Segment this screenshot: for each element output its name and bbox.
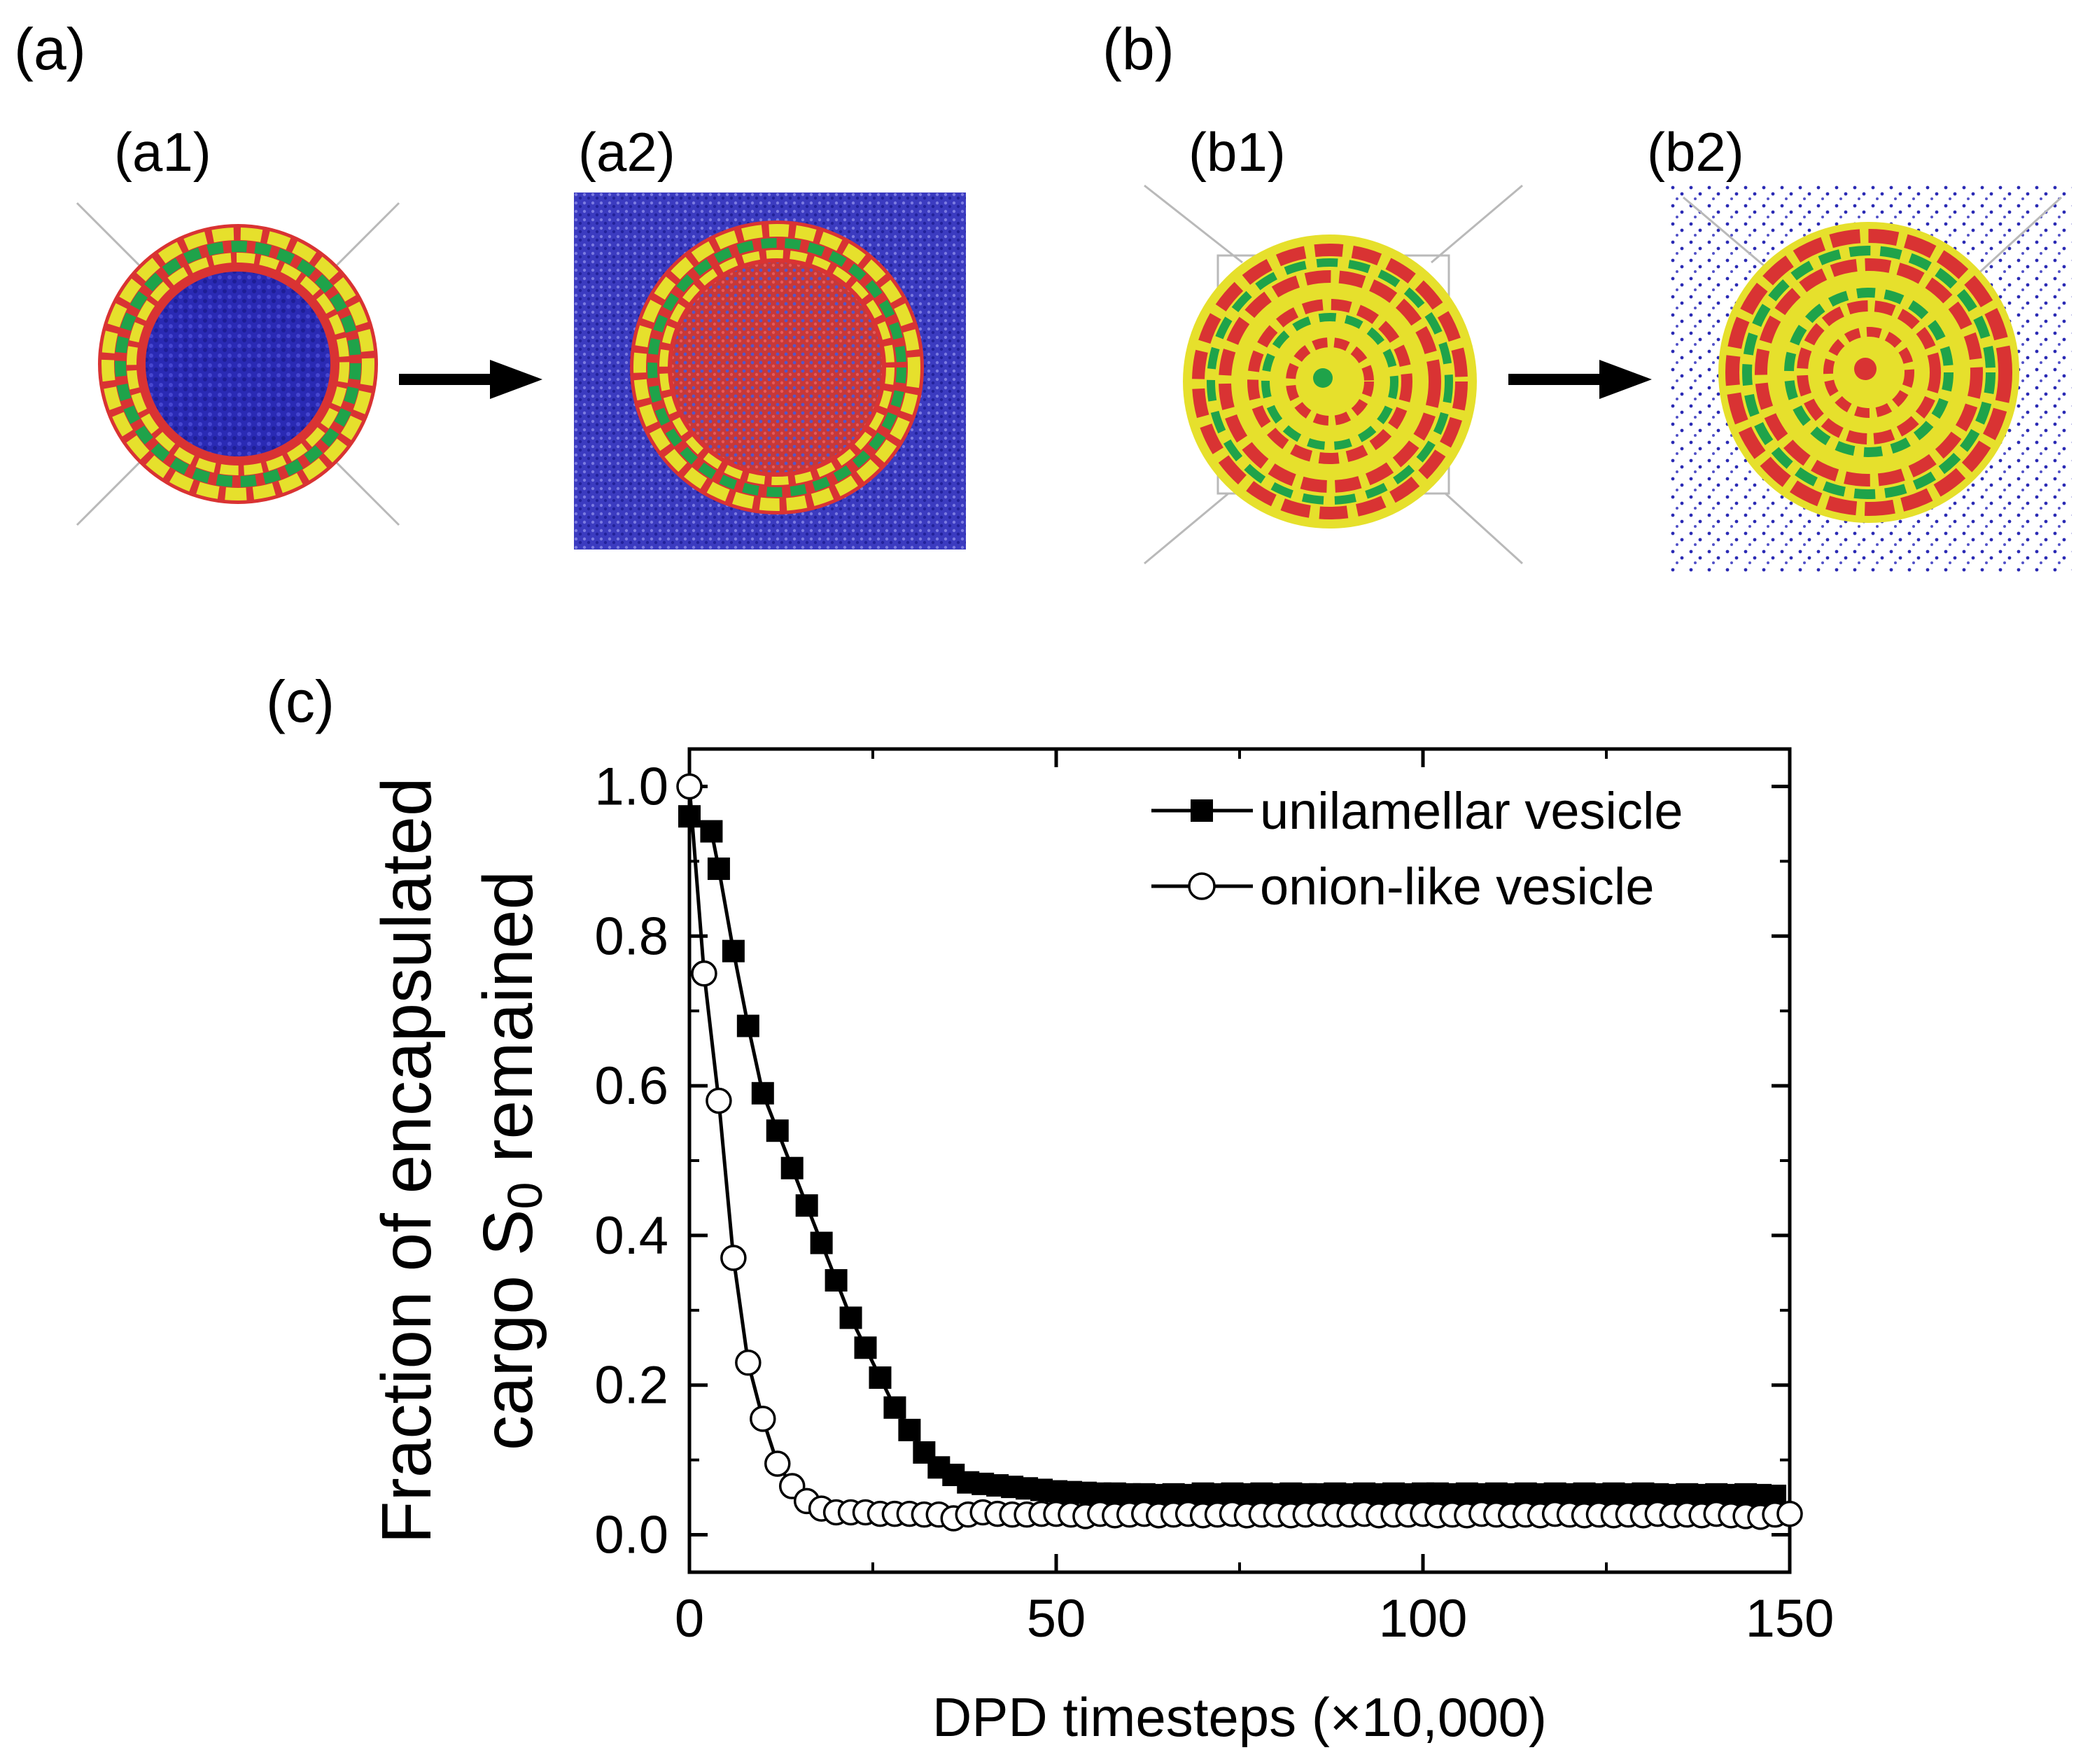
y-tick-label: 0.6 <box>594 1056 668 1116</box>
panel-label-b: (b) <box>1102 16 1174 82</box>
panel-label-c: (c) <box>266 668 335 734</box>
arrow-a <box>399 360 542 399</box>
data-point-unilamellar <box>751 1082 774 1105</box>
data-point-unilamellar <box>854 1336 877 1359</box>
vesicle-a2-image <box>574 192 966 550</box>
legend-label-onion: onion-like vesicle <box>1260 858 1655 916</box>
panel-label-a2: (a2) <box>578 121 675 183</box>
data-point-unilamellar <box>898 1418 921 1441</box>
y-axis-label-line1: Fraction of encapsulated <box>367 777 446 1544</box>
data-point-unilamellar <box>810 1231 833 1254</box>
y-tick-label: 1.0 <box>594 757 668 816</box>
legend-label-unilamellar: unilamellar vesicle <box>1260 782 1683 840</box>
vesicle-a1-image <box>76 202 400 526</box>
x-tick-label: 0 <box>675 1589 704 1648</box>
arrow-b <box>1508 360 1652 399</box>
panel-label-a: (a) <box>14 16 86 82</box>
data-point-onion <box>691 960 717 987</box>
data-point-onion <box>706 1087 732 1114</box>
y-tick-label: 0.2 <box>594 1356 668 1415</box>
legend-marker-onion <box>1188 872 1216 900</box>
x-tick-label: 100 <box>1379 1589 1468 1648</box>
x-tick-label: 50 <box>1027 1589 1086 1648</box>
panel-label-b2: (b2) <box>1647 121 1744 183</box>
panel-label-a1: (a1) <box>114 121 211 183</box>
data-point-unilamellar <box>707 858 730 881</box>
y-tick-label: 0.4 <box>594 1206 668 1266</box>
x-tick-label: 150 <box>1746 1589 1835 1648</box>
data-point-onion <box>676 773 703 800</box>
data-point-unilamellar <box>795 1194 818 1217</box>
data-point-unilamellar <box>780 1156 804 1180</box>
data-point-onion <box>720 1245 747 1271</box>
y-tick-label: 0.8 <box>594 906 668 966</box>
series-line-unilamellar <box>688 815 1776 1498</box>
data-point-unilamellar <box>825 1269 848 1292</box>
data-point-unilamellar <box>839 1306 862 1329</box>
data-point-onion <box>1776 1500 1803 1527</box>
y-tick-label: 0.0 <box>594 1506 668 1565</box>
data-point-onion <box>764 1450 791 1477</box>
vesicle-b1-image <box>1144 184 1524 565</box>
data-point-unilamellar <box>766 1119 789 1142</box>
data-point-unilamellar <box>736 1014 759 1037</box>
vesicle-b2-image <box>1669 183 2072 572</box>
data-point-unilamellar <box>883 1396 906 1419</box>
x-axis-label: DPD timesteps (×10,000) <box>932 1686 1547 1748</box>
y-axis-label-line2: cargo S0 remained <box>469 871 552 1450</box>
panel-label-b1: (b1) <box>1188 121 1286 183</box>
data-point-unilamellar <box>722 939 745 962</box>
legend-marker-unilamellar <box>1191 799 1213 822</box>
data-point-onion <box>750 1406 776 1432</box>
data-point-unilamellar <box>700 820 723 843</box>
data-point-unilamellar <box>869 1366 892 1390</box>
data-point-onion <box>735 1349 762 1376</box>
data-point-unilamellar <box>678 805 701 828</box>
